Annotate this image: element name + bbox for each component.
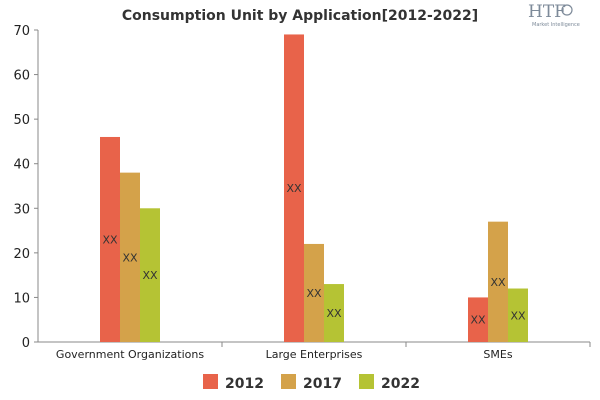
data-label: XX bbox=[286, 182, 302, 195]
axes: 0 10 20 30 40 50 60 70 Government Organizations L… bbox=[13, 24, 591, 361]
y-tick-label: 60 bbox=[13, 69, 30, 84]
bar bbox=[100, 136, 120, 342]
bar bbox=[508, 288, 528, 342]
y-tick-label: 30 bbox=[13, 202, 30, 217]
y-tick-label: 70 bbox=[13, 24, 30, 39]
data-label: XX bbox=[490, 276, 506, 289]
x-tick-label: Government Organizations bbox=[56, 348, 204, 361]
globe-icon bbox=[561, 4, 573, 16]
bar bbox=[284, 34, 304, 342]
bar bbox=[468, 297, 488, 342]
htf-logo: HTF Market Intelligence bbox=[528, 2, 580, 28]
x-tick-label: Large Enterprises bbox=[266, 348, 363, 361]
data-labels: XX XX XX XX XX XX XX XX XX bbox=[102, 182, 526, 326]
chart-title: Consumption Unit by Application[2012-202… bbox=[122, 8, 478, 24]
data-label: XX bbox=[102, 233, 118, 246]
y-tick-label: 20 bbox=[13, 247, 30, 262]
legend-label: 2012 bbox=[225, 376, 264, 392]
bars bbox=[100, 34, 528, 342]
bar bbox=[304, 243, 324, 342]
bar bbox=[324, 284, 344, 342]
logo-subtext: Market Intelligence bbox=[532, 22, 580, 28]
y-tick-label: 50 bbox=[13, 113, 30, 128]
data-label: XX bbox=[142, 269, 158, 282]
legend-swatch bbox=[281, 374, 296, 389]
data-label: XX bbox=[510, 309, 526, 322]
legend-label: 2017 bbox=[303, 376, 342, 392]
data-label: XX bbox=[122, 251, 138, 264]
bar bbox=[488, 221, 508, 342]
y-tick-label: 0 bbox=[22, 336, 30, 351]
legend: 2012 2017 2022 bbox=[203, 374, 420, 392]
y-tick-label: 10 bbox=[13, 291, 30, 306]
legend-swatch bbox=[203, 374, 218, 389]
legend-swatch bbox=[359, 374, 374, 389]
y-tick-label: 40 bbox=[13, 158, 30, 173]
legend-label: 2022 bbox=[381, 376, 420, 392]
data-label: XX bbox=[326, 307, 342, 320]
bar bbox=[140, 208, 160, 342]
logo-text: HTF bbox=[528, 2, 566, 22]
data-label: XX bbox=[470, 314, 486, 327]
x-tick-label: SMEs bbox=[483, 348, 512, 361]
data-label: XX bbox=[306, 287, 322, 300]
bar bbox=[120, 172, 140, 342]
